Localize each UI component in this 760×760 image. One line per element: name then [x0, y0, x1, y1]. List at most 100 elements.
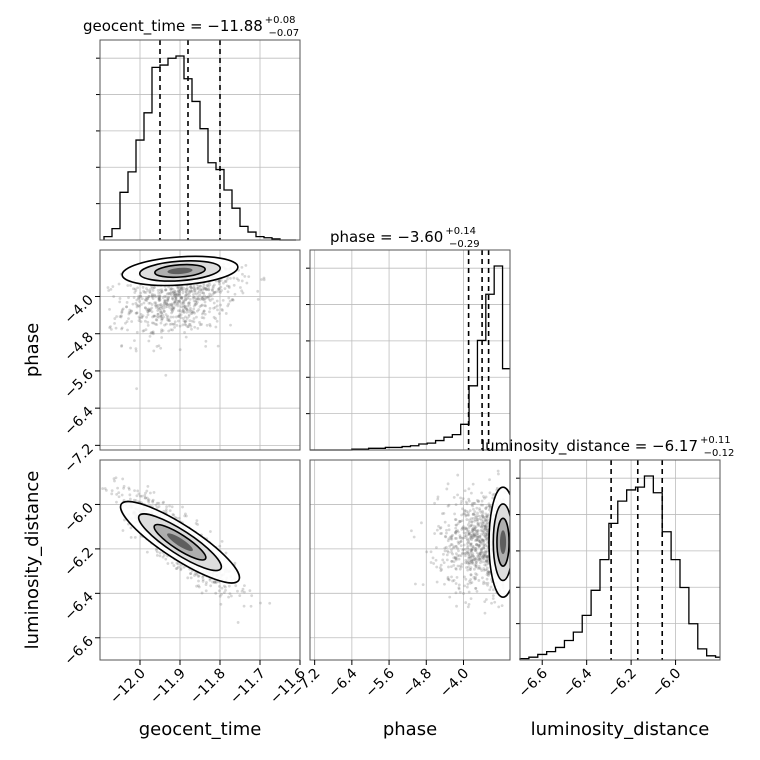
scatter-point	[190, 312, 193, 315]
scatter-point	[454, 529, 458, 533]
scatter-point	[173, 320, 177, 324]
scatter-point	[168, 303, 172, 306]
scatter-point	[450, 559, 454, 563]
scatter-point	[165, 305, 169, 309]
scatter-point	[446, 482, 450, 486]
scatter-point	[132, 287, 135, 291]
scatter-point	[139, 295, 142, 298]
scatter-point	[241, 272, 244, 276]
scatter-point	[476, 554, 480, 558]
scatter-point	[215, 319, 219, 323]
scatter-point	[485, 530, 489, 534]
scatter-point	[176, 286, 179, 290]
scatter-point	[182, 301, 186, 305]
scatter-point	[206, 283, 210, 287]
scatter-point	[139, 291, 143, 295]
panel-frame	[309, 459, 511, 661]
scatter-point	[168, 319, 172, 323]
scatter-point	[232, 283, 236, 287]
scatter-point	[479, 550, 483, 554]
scatter-point	[474, 586, 477, 590]
scatter-point	[179, 316, 183, 320]
scatter-point	[447, 537, 451, 541]
hist-bin-luminosity-distance	[698, 649, 707, 660]
scatter-point	[465, 560, 469, 564]
scatter-point	[183, 330, 186, 334]
scatter-point	[488, 570, 491, 574]
scatter-point	[147, 339, 151, 343]
scatter-point	[117, 491, 121, 495]
scatter-point	[486, 521, 490, 525]
scatter-point	[268, 601, 272, 605]
scatter-point	[476, 514, 480, 518]
scatter-point	[469, 517, 473, 521]
scatter-point	[474, 557, 477, 561]
scatter-point	[155, 304, 159, 308]
scatter-point	[202, 309, 206, 313]
scatter-point	[217, 280, 221, 283]
scatter-point	[241, 587, 245, 591]
scatter-point	[128, 493, 132, 497]
scatter-point	[447, 578, 450, 581]
scatter-point	[135, 298, 139, 302]
scatter-point	[182, 299, 186, 303]
scatter-point	[483, 563, 487, 567]
scatter-point	[478, 543, 482, 547]
scatter-point	[463, 551, 467, 555]
scatter-point	[465, 527, 469, 531]
scatter-point	[197, 579, 200, 583]
scatter-point	[202, 287, 206, 291]
scatter-point	[484, 495, 488, 499]
scatter-point	[172, 513, 176, 517]
scatter-point	[112, 295, 116, 298]
scatter-point	[475, 530, 479, 533]
scatter-point	[169, 308, 173, 311]
scatter-panel-luminosity-distance-vs-geocent-time	[99, 459, 301, 661]
scatter-point	[224, 588, 227, 592]
scatter-point	[475, 551, 479, 555]
scatter-point	[181, 323, 185, 327]
scatter-point	[127, 312, 131, 316]
scatter-point	[170, 297, 174, 301]
scatter-point	[182, 304, 186, 307]
scatter-point	[217, 312, 221, 316]
hist-bin-geocent-time	[160, 65, 168, 240]
scatter-point	[177, 315, 181, 319]
scatter-point	[472, 507, 475, 511]
scatter-point	[500, 604, 504, 608]
scatter-point	[185, 310, 189, 314]
scatter-point	[158, 303, 162, 307]
x-tick-label-geocent-time: −11.7	[227, 666, 269, 708]
scatter-point	[171, 290, 175, 294]
scatter-point	[471, 552, 475, 556]
scatter-point	[155, 345, 159, 348]
scatter-point	[454, 552, 458, 556]
scatter-point	[482, 580, 486, 584]
hist-panel-geocent-time	[96, 39, 301, 241]
scatter-point	[480, 547, 484, 550]
scatter-point	[202, 316, 206, 320]
scatter-point	[485, 515, 489, 519]
scatter-point	[469, 534, 473, 537]
scatter-point	[237, 278, 241, 282]
scatter-point	[477, 566, 481, 570]
hist-panel-phase	[306, 249, 511, 451]
hist-bin-luminosity-distance	[689, 624, 698, 660]
scatter-point	[478, 539, 482, 543]
scatter-point	[135, 330, 139, 334]
scatter-point	[223, 279, 227, 283]
scatter-point	[197, 584, 200, 588]
scatter-point	[468, 537, 471, 541]
scatter-point	[174, 297, 178, 300]
scatter-point	[154, 295, 158, 299]
scatter-point	[477, 544, 481, 548]
scatter-point	[167, 295, 171, 299]
scatter-point	[196, 523, 200, 526]
scatter-point	[171, 296, 175, 299]
scatter-point	[466, 546, 469, 550]
scatter-point	[435, 546, 438, 549]
hist-bin-luminosity-distance	[538, 654, 547, 660]
scatter-point	[197, 286, 200, 290]
scatter-point	[185, 307, 189, 311]
scatter-point	[466, 513, 470, 517]
